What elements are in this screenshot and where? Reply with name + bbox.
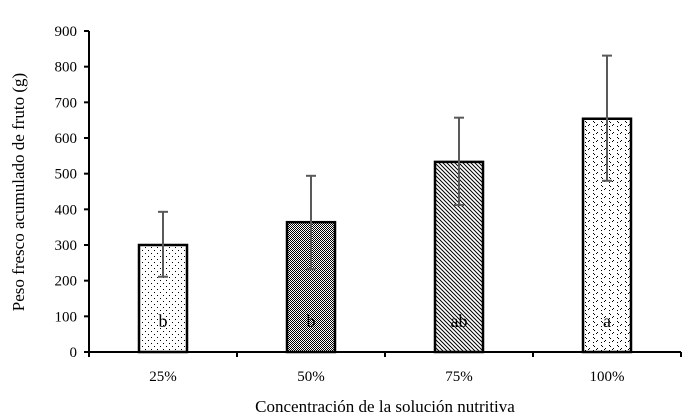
y-tick-label: 100 [55, 309, 78, 325]
bar-75%: ab [433, 116, 485, 354]
bars: b b ab a [137, 54, 633, 354]
x-tick-label: 50% [297, 369, 325, 385]
y-tick-label: 200 [55, 274, 78, 290]
y-tick-label: 0 [70, 345, 78, 361]
significance-letter: b [159, 311, 168, 331]
bar-50%: b [285, 174, 337, 354]
significance-letter: ab [451, 311, 468, 331]
y-tick-label: 900 [55, 24, 78, 40]
y-tick-label: 600 [55, 131, 78, 147]
x-tick-label: 75% [445, 369, 473, 385]
y-tick-label: 300 [55, 238, 78, 254]
y-axis-title: Peso fresco acumulado de fruto (g) [9, 73, 28, 311]
bar-100%: a [581, 54, 633, 354]
y-tick-label: 500 [55, 167, 78, 183]
x-axis-title: Concentración de la solución nutritiva [255, 397, 515, 416]
x-tick-label: 100% [590, 369, 625, 385]
x-tick-label: 25% [149, 369, 177, 385]
y-axis-ticks: 0 100 200 300 400 500 600 700 800 900 [55, 24, 89, 361]
y-tick-label: 400 [55, 202, 78, 218]
bar-25%: b [137, 210, 189, 354]
significance-letter: b [307, 311, 316, 331]
significance-letter: a [603, 311, 611, 331]
y-tick-label: 800 [55, 60, 78, 76]
y-tick-label: 700 [55, 95, 78, 111]
x-axis-ticks: 25% 50% 75% 100% [88, 352, 682, 385]
